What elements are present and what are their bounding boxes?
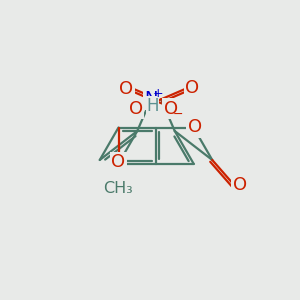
Text: O: O: [233, 176, 247, 194]
Text: +: +: [152, 88, 163, 100]
Text: O: O: [188, 118, 202, 136]
Text: N: N: [144, 90, 158, 108]
Text: −: −: [172, 108, 183, 121]
Text: H: H: [146, 97, 158, 115]
Text: O: O: [119, 80, 133, 98]
Text: O: O: [129, 100, 143, 118]
Text: CH₃: CH₃: [103, 181, 134, 196]
Text: O: O: [111, 153, 126, 171]
Text: O: O: [185, 79, 200, 97]
Text: O: O: [164, 100, 178, 118]
